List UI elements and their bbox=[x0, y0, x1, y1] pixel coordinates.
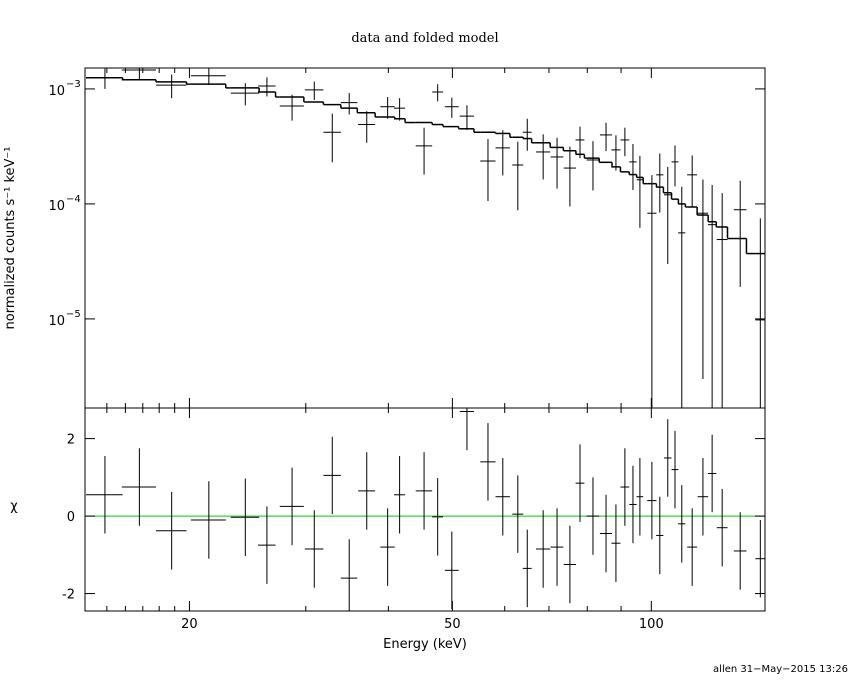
y-axis-label: normalized counts s⁻¹ keV⁻¹ bbox=[3, 147, 18, 330]
y-tick-label: 10 bbox=[48, 84, 65, 99]
y-tick-label-exponent: −3 bbox=[66, 79, 81, 90]
y-tick-label: 0 bbox=[67, 510, 75, 525]
x-tick-label: 50 bbox=[444, 617, 461, 632]
chart-title: data and folded model bbox=[351, 31, 498, 46]
x-tick-label: 20 bbox=[181, 617, 198, 632]
y-tick-label: 10 bbox=[48, 199, 65, 214]
x-axis-label: Energy (keV) bbox=[383, 637, 467, 652]
y-tick-label: 2 bbox=[67, 433, 75, 448]
y-tick-label: -2 bbox=[62, 588, 75, 603]
plot-frame bbox=[84, 407, 766, 612]
x-tick-label: 100 bbox=[639, 617, 664, 632]
footer: allen 31−May−2015 13:26 bbox=[713, 664, 848, 675]
y-tick-label-exponent: −4 bbox=[66, 194, 81, 205]
y-axis-label: χ bbox=[10, 499, 18, 514]
plot-area bbox=[85, 408, 765, 611]
y-tick-label: 10 bbox=[48, 314, 65, 329]
plot-frame bbox=[84, 67, 766, 409]
y-tick-label-exponent: −5 bbox=[66, 309, 81, 320]
plot-area bbox=[86, 68, 765, 408]
